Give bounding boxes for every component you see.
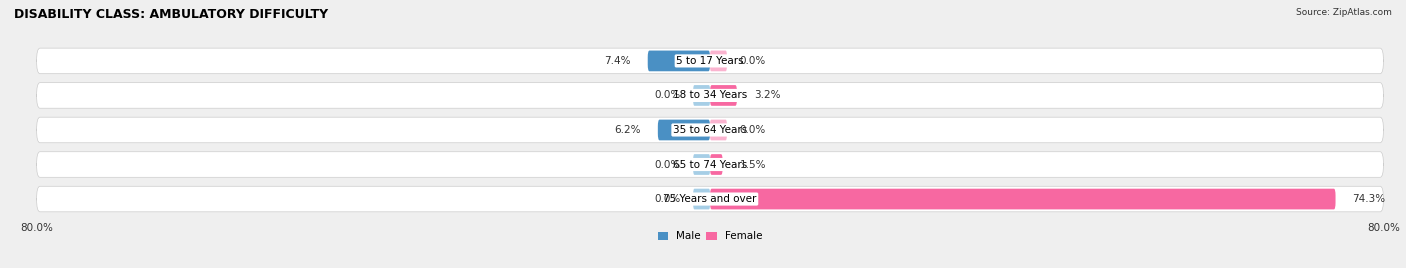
Text: 75 Years and over: 75 Years and over: [664, 194, 756, 204]
Text: 3.2%: 3.2%: [754, 90, 780, 100]
FancyBboxPatch shape: [693, 189, 710, 209]
FancyBboxPatch shape: [710, 120, 727, 140]
Text: 35 to 64 Years: 35 to 64 Years: [673, 125, 747, 135]
Text: 74.3%: 74.3%: [1353, 194, 1385, 204]
FancyBboxPatch shape: [648, 51, 710, 71]
Text: 0.0%: 0.0%: [654, 90, 681, 100]
FancyBboxPatch shape: [37, 186, 1384, 212]
Text: Source: ZipAtlas.com: Source: ZipAtlas.com: [1296, 8, 1392, 17]
FancyBboxPatch shape: [710, 154, 723, 175]
FancyBboxPatch shape: [658, 120, 710, 140]
Text: 1.5%: 1.5%: [740, 159, 766, 170]
Text: 6.2%: 6.2%: [614, 125, 641, 135]
FancyBboxPatch shape: [710, 189, 1336, 209]
Text: DISABILITY CLASS: AMBULATORY DIFFICULTY: DISABILITY CLASS: AMBULATORY DIFFICULTY: [14, 8, 328, 21]
FancyBboxPatch shape: [693, 85, 710, 106]
Text: 0.0%: 0.0%: [654, 194, 681, 204]
FancyBboxPatch shape: [710, 85, 737, 106]
Text: 7.4%: 7.4%: [605, 56, 631, 66]
FancyBboxPatch shape: [37, 83, 1384, 108]
FancyBboxPatch shape: [693, 154, 710, 175]
FancyBboxPatch shape: [710, 51, 727, 71]
Text: 65 to 74 Years: 65 to 74 Years: [673, 159, 747, 170]
FancyBboxPatch shape: [37, 48, 1384, 74]
Text: 5 to 17 Years: 5 to 17 Years: [676, 56, 744, 66]
Text: 0.0%: 0.0%: [654, 159, 681, 170]
FancyBboxPatch shape: [37, 117, 1384, 143]
Text: 0.0%: 0.0%: [740, 125, 766, 135]
Text: 18 to 34 Years: 18 to 34 Years: [673, 90, 747, 100]
Legend: Male, Female: Male, Female: [658, 232, 762, 241]
Text: 0.0%: 0.0%: [740, 56, 766, 66]
FancyBboxPatch shape: [37, 152, 1384, 177]
